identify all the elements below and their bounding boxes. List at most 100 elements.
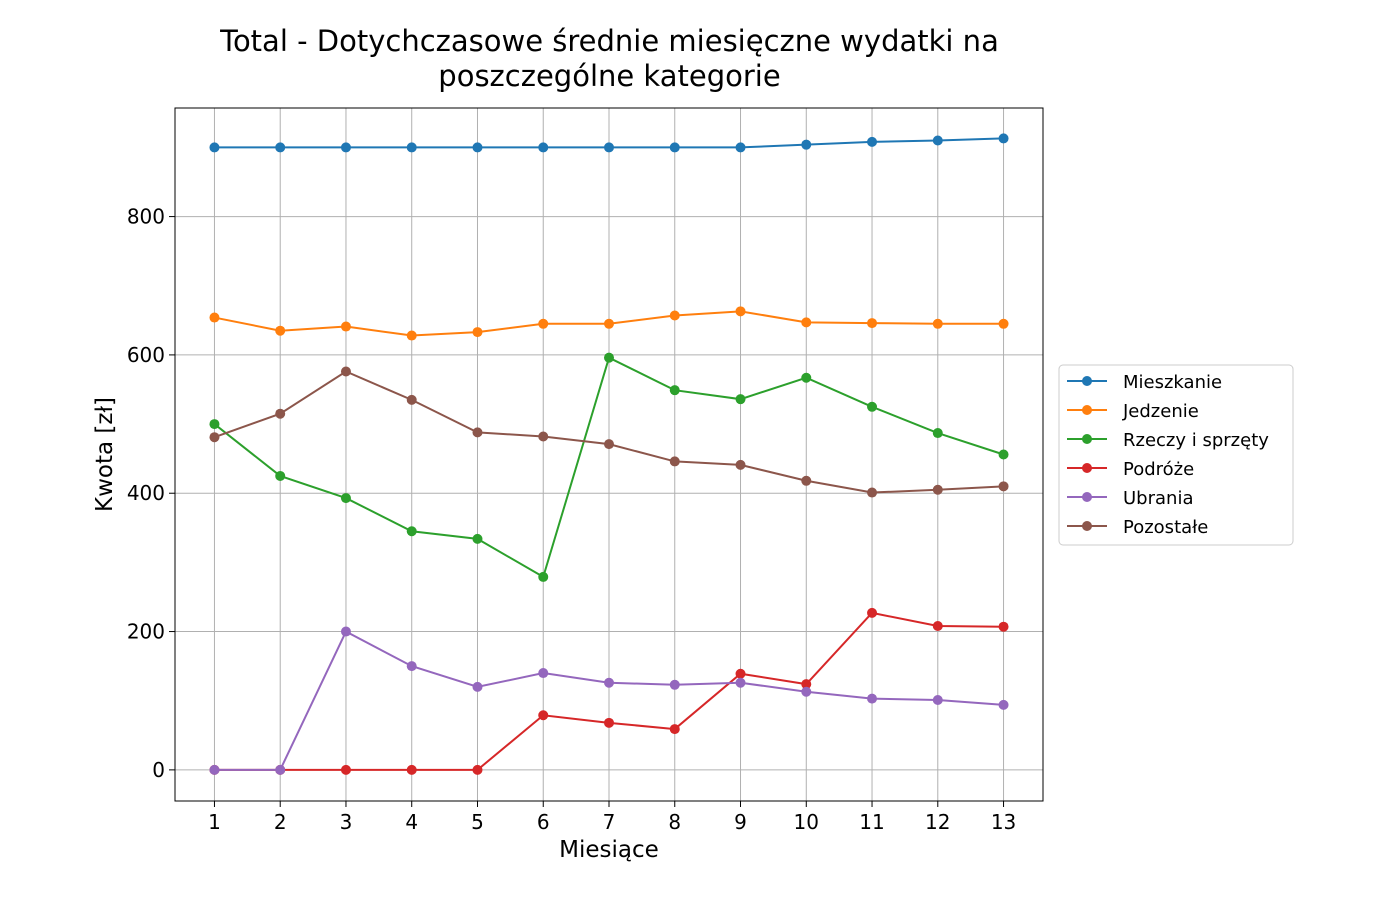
x-tick-label: 13 [991, 810, 1016, 834]
data-point [669, 142, 680, 153]
legend-swatch-marker [1082, 405, 1092, 415]
legend-swatch-marker [1082, 376, 1092, 386]
data-point [604, 142, 614, 153]
data-point [998, 481, 1009, 492]
data-point [998, 449, 1009, 460]
y-tick-label: 200 [127, 620, 165, 644]
x-tick-label: 5 [471, 810, 484, 834]
legend-label: Mieszkanie [1123, 372, 1222, 393]
data-point [604, 352, 614, 363]
data-point [275, 408, 286, 419]
data-point [867, 693, 878, 704]
data-point [801, 139, 812, 150]
data-point [735, 459, 746, 470]
y-axis: 0 200 400 600 800 [127, 205, 175, 782]
data-point [209, 432, 220, 443]
data-point [604, 717, 614, 728]
data-point [209, 419, 220, 430]
data-point [275, 470, 286, 481]
data-point [340, 321, 351, 332]
data-point [406, 394, 417, 405]
y-tick-label: 800 [127, 205, 165, 229]
legend-item: Mieszkanie [1067, 372, 1222, 393]
y-tick-label: 600 [127, 343, 165, 367]
data-point [406, 330, 417, 341]
data-point [735, 394, 746, 405]
x-tick-label: 2 [274, 810, 287, 834]
data-point [932, 135, 943, 146]
legend: Mieszkanie Jedzenie Rzeczy i sprzęty Podróż… [1058, 364, 1294, 546]
legend-label: Rzeczy i sprzęty [1123, 430, 1269, 451]
data-point [998, 133, 1009, 144]
legend-swatch-marker [1082, 434, 1092, 444]
data-point [735, 306, 746, 317]
data-point [867, 318, 878, 329]
data-point [867, 607, 878, 618]
data-point [669, 679, 680, 690]
data-point [735, 668, 746, 679]
legend-label: Ubrania [1123, 488, 1193, 509]
y-tick-label: 0 [152, 758, 165, 782]
x-tick-label: 1 [208, 810, 221, 834]
legend-item: Ubrania [1067, 488, 1193, 509]
data-point [604, 439, 614, 450]
data-point [275, 325, 286, 336]
x-axis: 1 2 3 4 5 6 7 8 9 10 11 12 13 [208, 801, 1016, 834]
x-tick-label: 9 [734, 810, 747, 834]
data-point [406, 661, 417, 672]
x-tick-label: 10 [794, 810, 819, 834]
series-1 [209, 306, 1009, 341]
data-point [998, 318, 1009, 329]
data-point [209, 312, 220, 323]
data-point [669, 456, 680, 467]
series-group [209, 133, 1009, 775]
data-point [538, 318, 549, 329]
data-point [932, 621, 943, 632]
x-tick-label: 6 [537, 810, 550, 834]
chart-title-line-2: poszczególne kategorie [438, 59, 781, 93]
data-point [801, 317, 812, 328]
x-tick-label: 11 [859, 810, 884, 834]
data-point [801, 679, 812, 690]
data-point [472, 681, 483, 692]
data-point [472, 327, 483, 338]
data-point [340, 366, 351, 377]
data-point [472, 427, 483, 438]
data-point [735, 142, 746, 153]
series-2 [209, 352, 1009, 582]
data-point [538, 431, 549, 442]
data-point [340, 764, 351, 775]
data-point [538, 710, 549, 721]
legend-label: Podróże [1123, 459, 1194, 480]
legend-item: Rzeczy i sprzęty [1067, 430, 1269, 451]
data-point [275, 764, 286, 775]
x-tick-label: 8 [668, 810, 681, 834]
data-point [538, 571, 549, 582]
data-point [472, 533, 483, 544]
legend-label: Pozostałe [1123, 517, 1208, 538]
data-point [472, 142, 483, 153]
y-tick-label: 400 [127, 481, 165, 505]
grid-lines [175, 108, 1043, 801]
legend-item: Pozostałe [1067, 517, 1208, 538]
data-point [340, 626, 351, 637]
data-point [932, 428, 943, 439]
series-4 [209, 626, 1009, 775]
data-point [669, 724, 680, 735]
data-point [538, 142, 549, 153]
x-axis-label: Miesiące [559, 837, 659, 863]
legend-box [1058, 364, 1294, 546]
data-point [998, 621, 1009, 632]
data-point [340, 493, 351, 504]
legend-label: Jedzenie [1122, 401, 1199, 422]
data-point [406, 142, 417, 153]
series-5 [209, 366, 1009, 498]
data-point [209, 764, 220, 775]
data-point [275, 142, 286, 153]
data-point [932, 318, 943, 329]
data-point [867, 136, 878, 147]
data-point [604, 677, 614, 688]
x-tick-label: 12 [925, 810, 950, 834]
